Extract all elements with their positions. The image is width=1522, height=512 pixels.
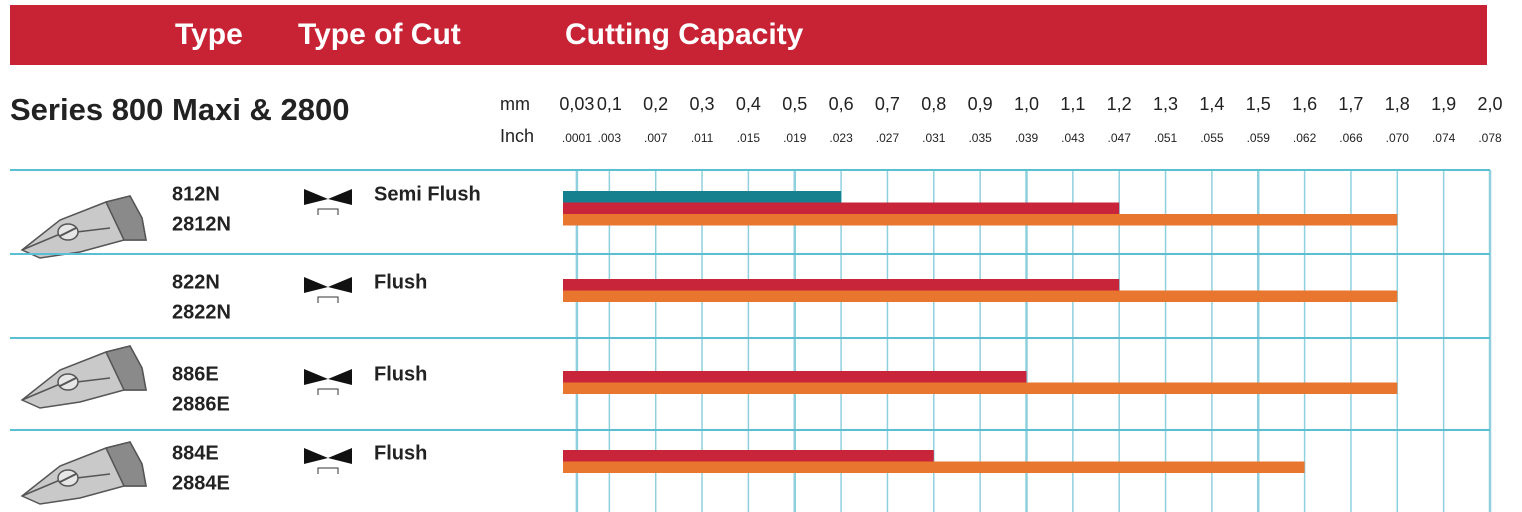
mm-tick-label: 1,2 bbox=[1107, 94, 1132, 114]
inch-tick-label: .031 bbox=[922, 131, 946, 145]
inch-tick-label: .027 bbox=[876, 131, 900, 145]
inch-tick-label: .0001 bbox=[562, 131, 592, 145]
inch-tick-label: .074 bbox=[1432, 131, 1456, 145]
inch-tick-label: .043 bbox=[1061, 131, 1085, 145]
inch-tick-label: .066 bbox=[1339, 131, 1363, 145]
mm-tick-label: 0,7 bbox=[875, 94, 900, 114]
capacity-bar bbox=[563, 450, 934, 462]
mm-tick-label: 1,6 bbox=[1292, 94, 1317, 114]
type-label: 884E bbox=[172, 442, 219, 464]
capacity-bar bbox=[563, 203, 1119, 215]
header-type: Type bbox=[175, 18, 243, 51]
series-title: Series 800 Maxi & 2800 bbox=[10, 92, 350, 127]
cut-label: Flush bbox=[374, 363, 427, 385]
inch-tick-label: .011 bbox=[691, 131, 714, 145]
capacity-bar bbox=[563, 462, 1305, 474]
type-label: 886E bbox=[172, 363, 219, 385]
mm-tick-label: 1,4 bbox=[1199, 94, 1224, 114]
inch-tick-label: .023 bbox=[829, 131, 853, 145]
plier-image bbox=[22, 346, 146, 408]
inch-tick-label: .047 bbox=[1108, 131, 1132, 145]
mm-tick-label: 0,1 bbox=[597, 94, 622, 114]
inch-tick-label: .051 bbox=[1154, 131, 1178, 145]
cut-icon bbox=[304, 189, 352, 215]
mm-tick-label: 2,0 bbox=[1477, 94, 1502, 114]
type-label: 822N bbox=[172, 271, 220, 293]
type-label: 812N bbox=[172, 183, 220, 205]
inch-tick-label: .015 bbox=[737, 131, 761, 145]
capacity-bar bbox=[563, 383, 1397, 395]
mm-tick-label: 1,3 bbox=[1153, 94, 1178, 114]
inch-tick-label: .007 bbox=[644, 131, 668, 145]
plier-image bbox=[22, 196, 146, 258]
inch-tick-label: .019 bbox=[783, 131, 807, 145]
capacity-chart: Type Type of Cut Cutting Capacity Series… bbox=[0, 0, 1522, 512]
mm-tick-label: 0,4 bbox=[736, 94, 761, 114]
mm-tick-label: 1,1 bbox=[1060, 94, 1085, 114]
mm-tick-label: 1,9 bbox=[1431, 94, 1456, 114]
mm-tick-label: 1,7 bbox=[1338, 94, 1363, 114]
cut-label: Flush bbox=[374, 442, 427, 464]
header-cut: Type of Cut bbox=[298, 18, 461, 51]
inch-tick-label: .035 bbox=[968, 131, 992, 145]
inch-tick-label: .062 bbox=[1293, 131, 1317, 145]
type-label: 2822N bbox=[172, 301, 231, 323]
inch-label: Inch bbox=[500, 126, 534, 146]
type-label: 2812N bbox=[172, 213, 231, 235]
mm-tick-label: 1,0 bbox=[1014, 94, 1039, 114]
mm-tick-label: 0,03 bbox=[559, 94, 594, 114]
mm-tick-label: 1,8 bbox=[1385, 94, 1410, 114]
cut-label: Semi Flush bbox=[374, 183, 481, 205]
inch-tick-label: .070 bbox=[1386, 131, 1410, 145]
mm-tick-label: 0,9 bbox=[968, 94, 993, 114]
mm-tick-label: 1,5 bbox=[1246, 94, 1271, 114]
mm-tick-label: 0,6 bbox=[829, 94, 854, 114]
mm-label: mm bbox=[500, 94, 530, 114]
header-capacity: Cutting Capacity bbox=[565, 18, 804, 51]
mm-tick-label: 0,5 bbox=[782, 94, 807, 114]
page: {"header": {"columns": ["Type", "Type of… bbox=[0, 0, 1522, 512]
capacity-bar bbox=[563, 291, 1397, 303]
capacity-bar bbox=[563, 279, 1119, 291]
cut-icon bbox=[304, 277, 352, 303]
capacity-bar bbox=[563, 191, 841, 203]
inch-tick-label: .039 bbox=[1015, 131, 1039, 145]
inch-tick-label: .003 bbox=[598, 131, 622, 145]
mm-tick-label: 0,8 bbox=[921, 94, 946, 114]
plier-image bbox=[22, 442, 146, 504]
inch-tick-label: .055 bbox=[1200, 131, 1224, 145]
cut-icon bbox=[304, 448, 352, 474]
capacity-bar bbox=[563, 371, 1027, 383]
mm-tick-label: 0,2 bbox=[643, 94, 668, 114]
mm-tick-label: 0,3 bbox=[690, 94, 715, 114]
cut-label: Flush bbox=[374, 271, 427, 293]
type-label: 2884E bbox=[172, 472, 230, 494]
type-label: 2886E bbox=[172, 393, 230, 415]
capacity-bar bbox=[563, 214, 1397, 226]
inch-tick-label: .059 bbox=[1247, 131, 1271, 145]
inch-tick-label: .078 bbox=[1478, 131, 1502, 145]
cut-icon bbox=[304, 369, 352, 395]
